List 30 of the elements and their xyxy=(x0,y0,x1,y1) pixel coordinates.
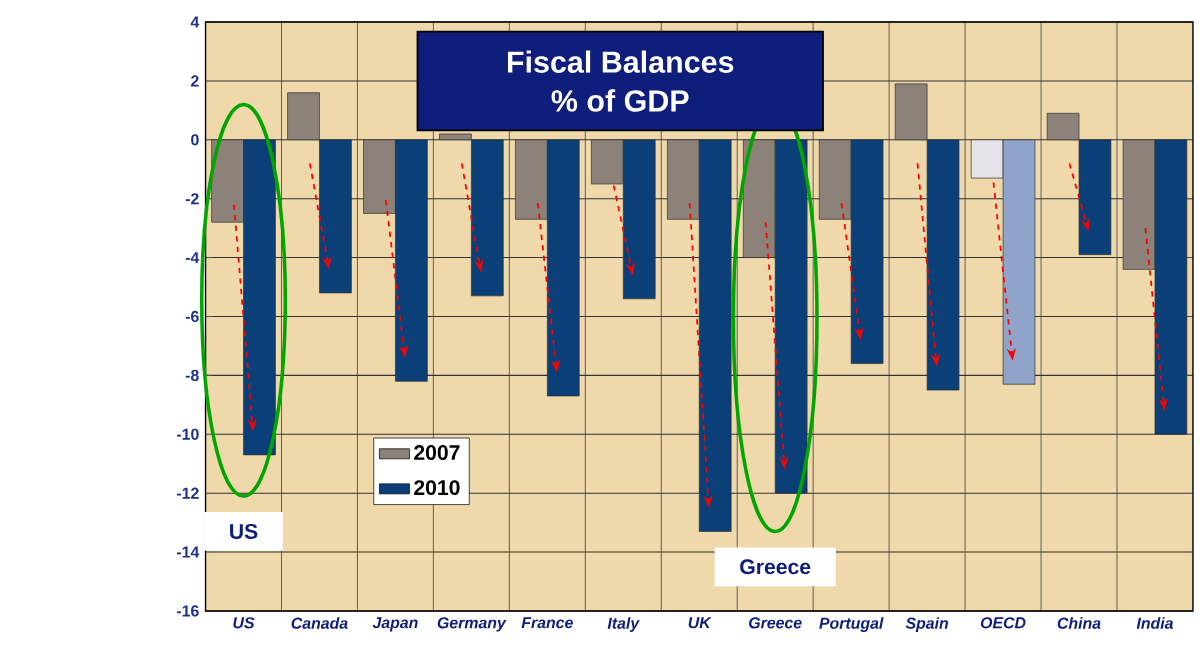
x-tick-label: Japan xyxy=(372,617,418,632)
x-tick-label: China xyxy=(1057,617,1101,629)
x-tick-label: France xyxy=(521,617,573,629)
y-tick-label: -8 xyxy=(185,369,199,381)
y-tick-label: -2 xyxy=(185,193,199,205)
x-tick-label: US xyxy=(233,617,255,629)
x-tick-label: Germany xyxy=(437,617,507,632)
x-tick-label: Greece xyxy=(749,617,802,629)
annotation: US xyxy=(230,523,258,539)
y-tick-label: -4 xyxy=(185,251,200,263)
x-tick-label: Spain xyxy=(905,617,949,632)
annotation: Greece xyxy=(740,559,811,575)
y-tick-label: -16 xyxy=(176,605,199,617)
x-tick-label: Italy xyxy=(607,617,640,632)
x-tick-label: OECD xyxy=(980,617,1026,629)
y-tick-label: 0 xyxy=(191,134,199,146)
legend-label: 2007 xyxy=(414,444,460,460)
x-tick-label: UK xyxy=(688,617,712,629)
y-tick-label: 4 xyxy=(190,16,200,28)
y-tick-label: -10 xyxy=(176,428,199,440)
text: Fiscal Balances xyxy=(507,50,734,73)
x-tick-label: India xyxy=(1136,617,1174,629)
y-tick-label: 2 xyxy=(191,75,199,87)
legend-label: 2010 xyxy=(414,479,460,495)
y-tick-label: -12 xyxy=(176,487,199,499)
text: % of GDP xyxy=(551,89,689,112)
x-tick-label: Portugal xyxy=(819,617,884,632)
y-tick-label: -6 xyxy=(185,310,199,322)
y-tick-label: -14 xyxy=(176,546,200,558)
x-tick-label: Canada xyxy=(291,617,348,629)
